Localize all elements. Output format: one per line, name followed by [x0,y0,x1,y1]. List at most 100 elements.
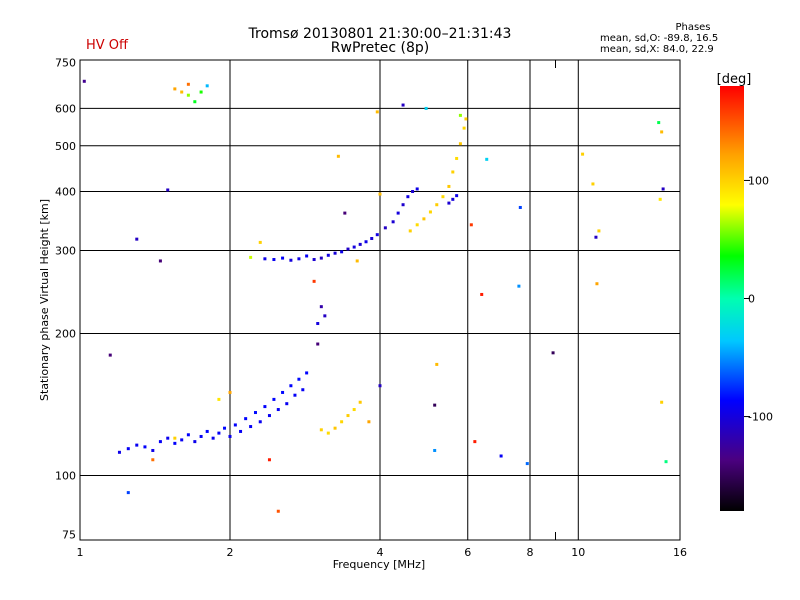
data-point [433,448,437,452]
data-point [205,84,209,88]
data-point [333,251,337,255]
data-point [367,420,371,424]
data-point [117,450,121,454]
data-point [158,259,162,263]
data-point [447,184,451,188]
x-tick-label: 16 [673,546,687,559]
data-point [518,205,522,209]
data-point [267,414,271,418]
hv-status-label: HV Off [86,38,128,53]
data-point [597,229,601,233]
data-point [82,79,86,83]
chart-subtitle: RwPretec (8p) [330,40,430,56]
x-tick-label: 2 [227,546,234,559]
data-point [263,405,267,409]
data-point [173,436,177,440]
data-point [415,187,419,191]
data-point [447,201,451,205]
data-point [352,408,356,412]
data-point [281,256,285,260]
colorbar-label: [deg] [717,72,752,87]
data-point [135,237,139,241]
data-point [517,284,521,288]
data-point [451,197,455,201]
y-tick-label: 500 [55,140,76,153]
axes: 1 2 4 6 8 10 16 75 100 200 300 400 500 600 750 [55,57,687,559]
data-point [326,253,330,257]
data-point [323,314,327,318]
data-point [143,445,147,449]
data-point [293,393,297,397]
data-point [383,226,387,230]
y-tick-label: 750 [55,57,76,70]
phase-stats-o: mean, sd,O: -89.8, 16.5 [600,33,719,44]
data-point [173,441,177,445]
data-point [391,220,395,224]
data-point [166,436,170,440]
data-point [408,229,412,233]
data-point [591,182,595,186]
phase-stats-x: mean, sd,X: 84.0, 22.9 [600,44,714,55]
data-point [199,90,203,94]
data-point [433,403,437,407]
colorbar-tick-label: 100 [748,174,769,187]
data-point [319,256,323,260]
data-point [595,282,599,286]
data-point [297,257,301,261]
data-point [186,433,190,437]
data-point [199,434,203,438]
data-point [581,152,585,156]
colorbar [720,86,744,511]
data-point [355,259,359,263]
data-point [462,126,466,130]
data-point [658,197,662,201]
data-point [151,458,155,462]
data-point [435,203,439,207]
data-point [657,121,661,125]
data-point [258,240,262,244]
data-point [244,417,248,421]
data-point [358,400,362,404]
data-point [441,195,445,199]
data-point [343,211,347,215]
data-point [660,130,664,134]
data-point [396,211,400,215]
data-point [305,254,309,258]
data-point [415,223,419,227]
data-point [312,279,316,283]
data-point [401,203,405,207]
data-point [186,93,190,97]
data-point [108,353,112,357]
y-tick-label: 400 [55,186,76,199]
data-point [458,113,462,117]
data-point [151,448,155,452]
data-point [499,454,503,458]
data-point [422,217,426,221]
data-point [525,462,529,466]
data-point [375,110,379,114]
y-axis-label: Stationary phase Virtual Height [km] [38,199,51,401]
data-point [228,390,232,394]
data-point [276,509,280,513]
data-point [370,237,374,241]
data-point [233,423,237,427]
data-point [272,258,276,262]
data-point [289,384,293,388]
data-point [285,402,289,406]
data-point [346,247,350,251]
data-point [205,429,209,433]
data-point [464,117,468,121]
data-point [193,100,197,104]
data-point [312,258,316,262]
data-point [272,397,276,401]
plot-frame [79,59,681,541]
data-point [180,438,184,442]
data-point [333,426,337,430]
data-point [217,431,221,435]
data-point [455,156,459,160]
data-point [186,82,190,86]
data-point [319,305,323,309]
data-point [173,87,177,91]
x-axis-label: Frequency [MHz] [333,558,425,571]
